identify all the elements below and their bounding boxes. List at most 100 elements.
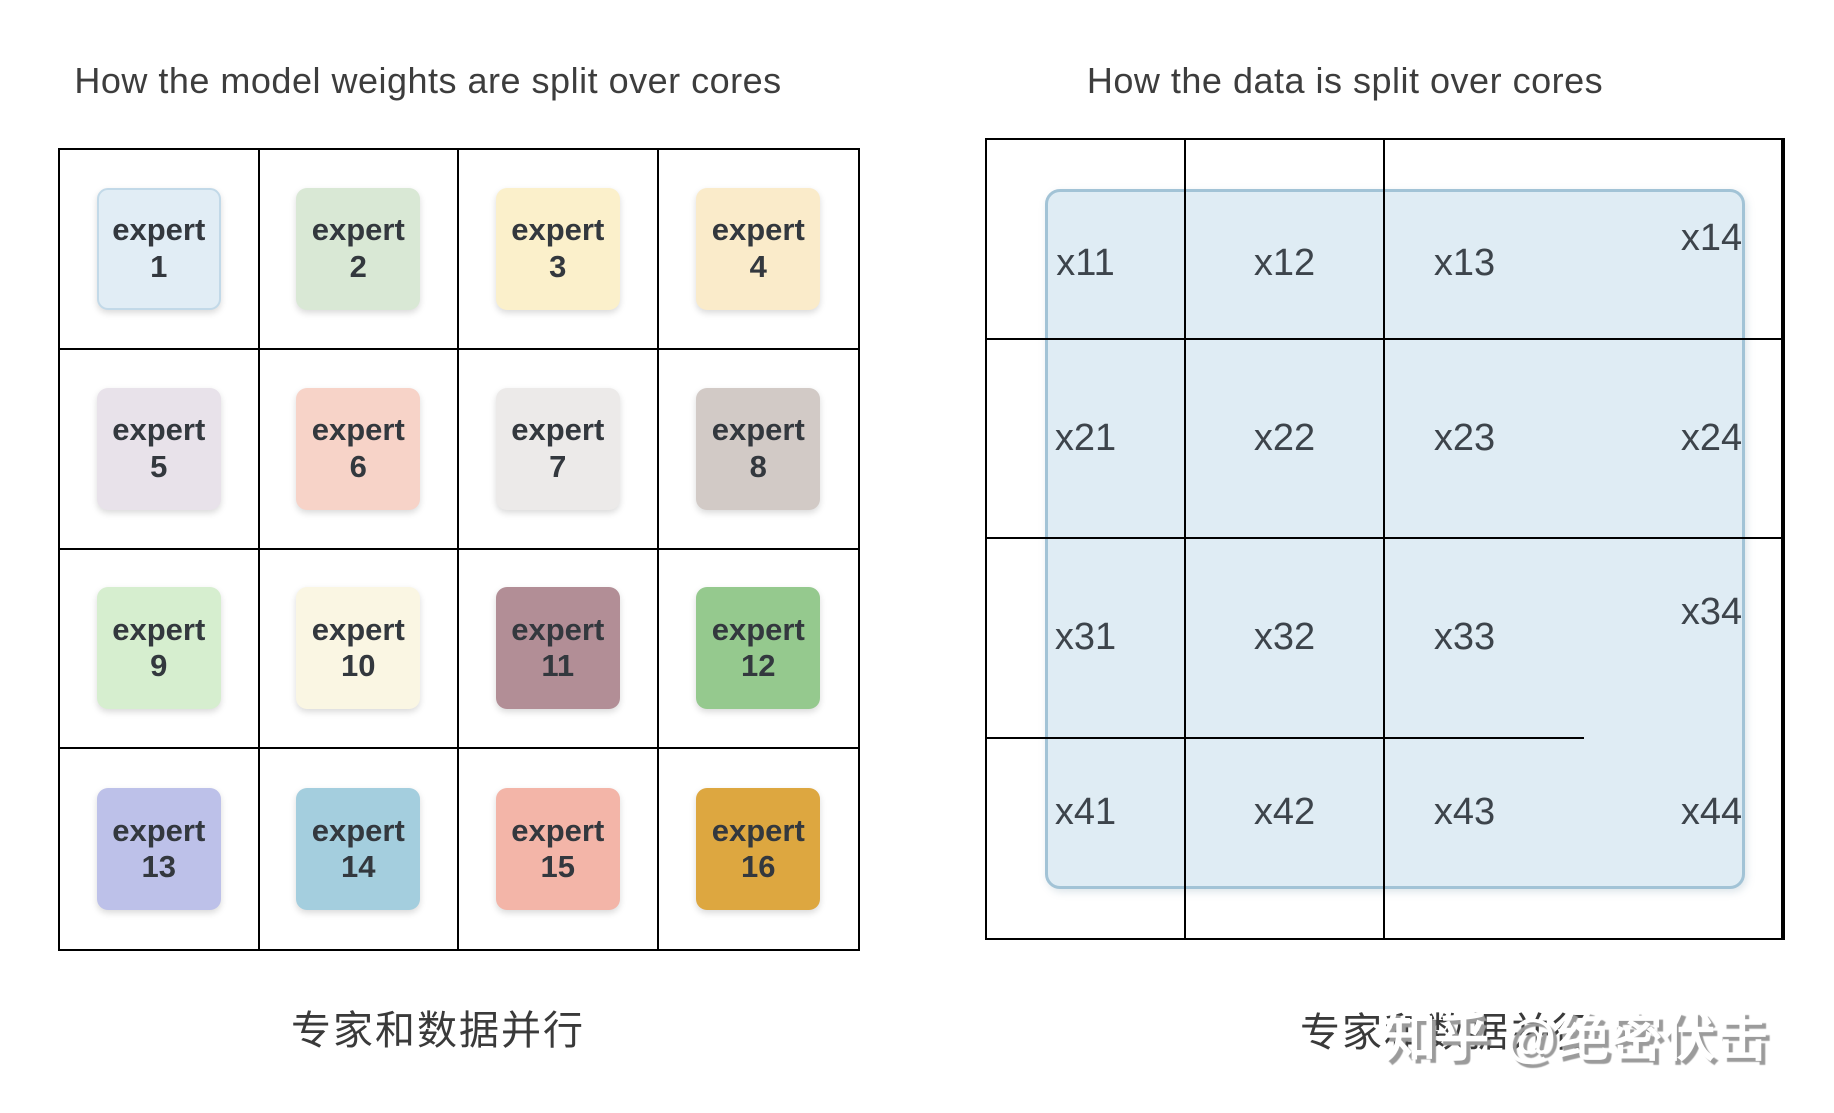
expert-cell: expert 16 (659, 749, 859, 949)
expert-box-4: expert 4 (696, 187, 821, 310)
data-cell-label: x21 (1054, 416, 1117, 459)
left-caption: 专家和数据并行 (291, 1009, 585, 1053)
expert-box-9: expert 9 (96, 587, 221, 710)
expert-cell: expert 14 (260, 749, 459, 949)
expert-box-11: expert 11 (495, 587, 620, 710)
expert-word: expert (311, 412, 405, 448)
expert-cell: expert 3 (459, 150, 659, 350)
data-cell-x33: x33 (1385, 539, 1584, 739)
expert-num: 5 (150, 448, 168, 484)
expert-cell: expert 7 (459, 349, 659, 550)
data-cell-label: x42 (1253, 790, 1316, 833)
expert-word: expert (311, 812, 405, 848)
data-cell-label: x43 (1433, 790, 1496, 833)
data-cell-x14: x14 (1584, 140, 1783, 340)
expert-num: 4 (749, 248, 767, 284)
expert-box-5: expert 5 (96, 387, 221, 510)
data-cell-x31: x31 (987, 539, 1186, 739)
data-cell-label: x22 (1253, 416, 1316, 459)
expert-word: expert (112, 212, 206, 248)
expert-cell: expert 15 (459, 749, 659, 949)
expert-box-2: expert 2 (296, 187, 421, 310)
data-cell-x34: x34 (1584, 539, 1783, 739)
expert-cell: expert 1 (60, 150, 260, 350)
expert-word: expert (511, 611, 605, 647)
watermark-text: 知乎 @绝密伏击 (1384, 1010, 1770, 1068)
expert-num: 6 (349, 448, 367, 484)
expert-num: 7 (549, 448, 567, 484)
expert-num: 15 (540, 849, 575, 885)
expert-box-3: expert 3 (495, 187, 620, 310)
data-cell-x41: x41 (987, 738, 1186, 938)
expert-num: 9 (150, 648, 168, 684)
expert-box-10: expert 10 (296, 587, 421, 710)
expert-num: 10 (341, 648, 376, 684)
data-cell-x12: x12 (1186, 140, 1385, 340)
data-cell-label: x34 (1680, 591, 1743, 634)
data-cell-label: x41 (1054, 790, 1117, 833)
data-cell-x32: x32 (1186, 539, 1385, 739)
data-cell-label: x14 (1680, 217, 1743, 260)
expert-word: expert (711, 212, 805, 248)
expert-num: 11 (541, 648, 575, 684)
expert-num: 12 (741, 648, 776, 684)
expert-word: expert (711, 812, 805, 848)
expert-cell: expert 8 (658, 350, 858, 550)
expert-box-7: expert 7 (495, 387, 620, 510)
expert-word: expert (311, 212, 405, 248)
data-cell-x44: x44 (1584, 738, 1783, 938)
expert-cell: expert 10 (259, 549, 459, 750)
data-cell-x22: x22 (1186, 339, 1385, 539)
data-cell-label: x23 (1433, 416, 1496, 459)
expert-cell: expert 5 (60, 349, 260, 550)
data-cell-x24: x24 (1584, 339, 1783, 539)
data-overlay (1045, 189, 1745, 889)
data-cell-x13: x13 (1385, 140, 1584, 340)
expert-num: 3 (549, 248, 567, 284)
expert-box-8: expert 8 (696, 387, 821, 510)
data-grid: x11 x12 x13 x14 x21 x22 x23 x24 x31 x32 … (985, 138, 1785, 940)
expert-cell: expert 13 (60, 749, 260, 949)
expert-cell: expert 4 (658, 150, 858, 350)
expert-word: expert (511, 412, 605, 448)
expert-num: 1 (150, 248, 168, 284)
expert-word: expert (311, 611, 405, 647)
expert-box-6: expert 6 (296, 387, 421, 510)
data-cell-label: x13 (1433, 241, 1496, 284)
data-cell-x23: x23 (1385, 340, 1584, 539)
expert-box-1: expert 1 (96, 187, 221, 310)
expert-word: expert (711, 412, 805, 448)
expert-num: 13 (141, 849, 176, 885)
expert-word: expert (112, 812, 206, 848)
data-cell-label: x12 (1253, 241, 1316, 284)
data-cell-x43: x43 (1385, 739, 1584, 939)
expert-cell: expert 2 (259, 150, 459, 350)
data-cell-label: x32 (1253, 616, 1316, 659)
expert-word: expert (511, 212, 605, 248)
left-panel-title: How the model weights are split over cor… (74, 60, 782, 101)
expert-cell: expert 9 (60, 549, 260, 750)
data-cell-label: x33 (1433, 616, 1496, 659)
expert-num: 8 (749, 448, 767, 484)
expert-grid: expert 1 expert 2 expert 3 expert 4 expert 5 … (58, 148, 860, 951)
expert-num: 16 (741, 849, 776, 885)
expert-num: 14 (341, 849, 376, 885)
expert-box-16: expert 16 (696, 788, 821, 911)
data-cell-x42: x42 (1186, 738, 1385, 938)
expert-box-13: expert 13 (96, 788, 221, 911)
expert-word: expert (112, 611, 206, 647)
data-cell-label: x31 (1054, 616, 1117, 659)
expert-box-12: expert 12 (696, 587, 821, 710)
expert-num: 2 (349, 248, 367, 284)
right-caption: 专家和数据并行 (1300, 1011, 1594, 1055)
data-cell-label: x24 (1680, 416, 1743, 459)
expert-word: expert (511, 812, 605, 848)
expert-word: expert (112, 412, 206, 448)
expert-cell: expert 6 (259, 349, 459, 550)
expert-cell: expert 12 (658, 550, 858, 750)
expert-word: expert (711, 611, 805, 647)
expert-box-15: expert 15 (495, 788, 620, 911)
data-cell-x11: x11 (987, 140, 1186, 340)
data-cell-x21: x21 (987, 339, 1186, 539)
right-panel-title: How the data is split over cores (1086, 60, 1604, 101)
